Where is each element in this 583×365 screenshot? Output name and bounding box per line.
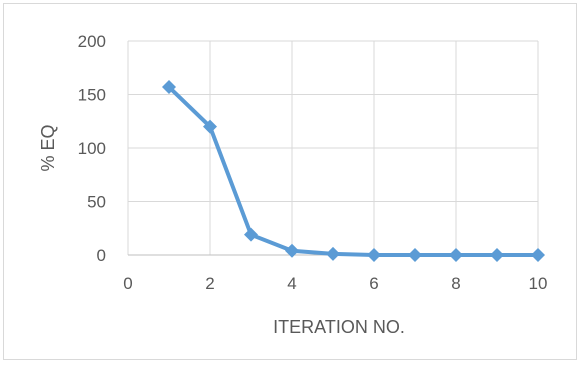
- data-point-6: [367, 248, 381, 262]
- y-tick-label-1: 50: [87, 193, 106, 212]
- data-point-8: [449, 248, 463, 262]
- data-point-7: [408, 248, 422, 262]
- data-point-10: [531, 248, 545, 262]
- x-axis-ticks: 0 2 4 6 8 10: [123, 274, 547, 293]
- y-tick-label-0: 0: [97, 246, 106, 265]
- y-axis-title: % EQ: [38, 124, 58, 171]
- x-tick-label-0: 0: [123, 274, 132, 293]
- x-tick-label-4: 8: [451, 274, 460, 293]
- y-tick-label-4: 200: [78, 32, 106, 51]
- x-tick-label-5: 10: [529, 274, 548, 293]
- series-group: [162, 80, 545, 262]
- data-point-9: [490, 248, 504, 262]
- gridlines: [127, 40, 539, 255]
- y-tick-label-2: 100: [78, 139, 106, 158]
- data-point-1: [162, 80, 176, 95]
- x-tick-label-3: 6: [369, 274, 378, 293]
- y-axis-ticks: 0 50 100 150 200: [78, 32, 106, 265]
- x-tick-label-1: 2: [205, 274, 214, 293]
- data-point-4: [285, 243, 299, 258]
- chart-frame: [3, 3, 577, 360]
- data-point-3: [244, 227, 258, 242]
- y-tick-label-3: 150: [78, 86, 106, 105]
- x-axis-title: ITERATION NO.: [273, 317, 405, 337]
- x-tick-label-2: 4: [287, 274, 296, 293]
- data-point-2: [203, 119, 217, 134]
- data-point-5: [326, 246, 340, 261]
- series-line-0: [167, 85, 538, 257]
